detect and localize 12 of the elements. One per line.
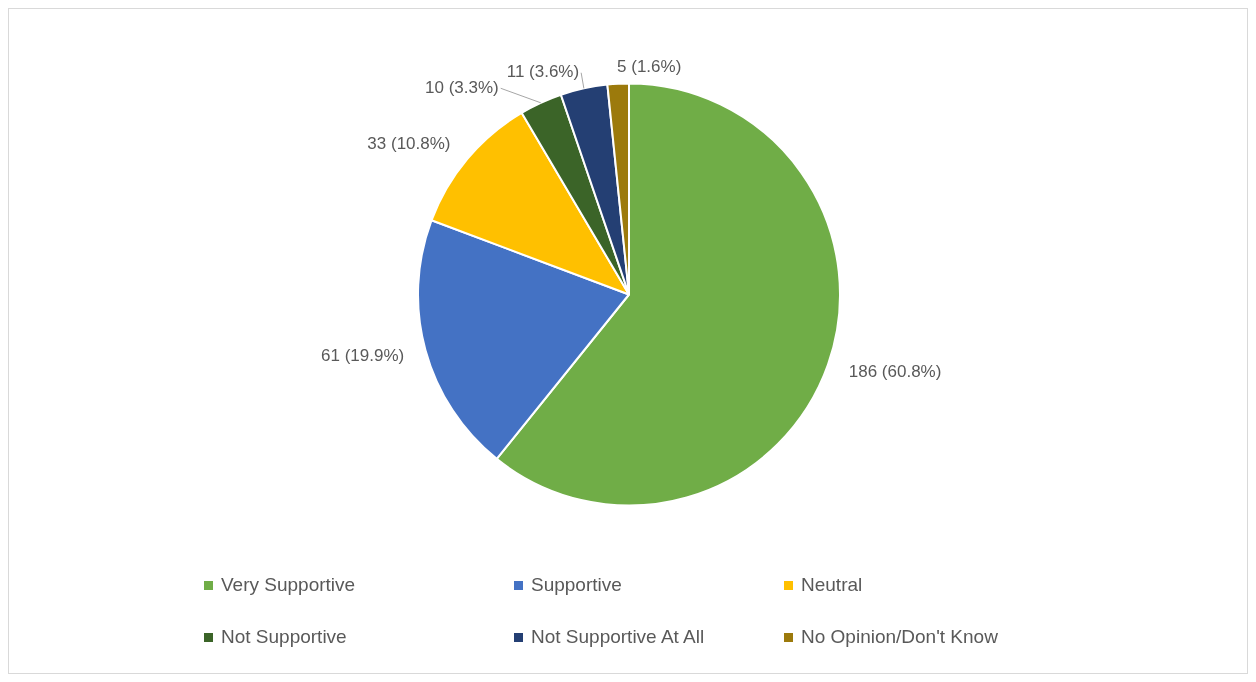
legend-label: Not Supportive At All <box>531 626 705 648</box>
data-label: 11 (3.6%) <box>506 62 580 82</box>
data-label: 33 (10.8%) <box>367 134 451 154</box>
legend-label: Supportive <box>531 574 622 596</box>
legend-label: Very Supportive <box>221 574 356 596</box>
legend-label: Not Supportive <box>221 626 347 648</box>
data-label: 186 (60.8%) <box>848 361 942 381</box>
legend-label: No Opinion/Don't Know <box>801 626 998 648</box>
legend-label: Neutral <box>801 574 863 596</box>
data-label: 10 (3.3%) <box>425 77 499 97</box>
data-label: 5 (1.6%) <box>617 57 682 77</box>
data-label: 61 (19.9%) <box>321 345 405 365</box>
